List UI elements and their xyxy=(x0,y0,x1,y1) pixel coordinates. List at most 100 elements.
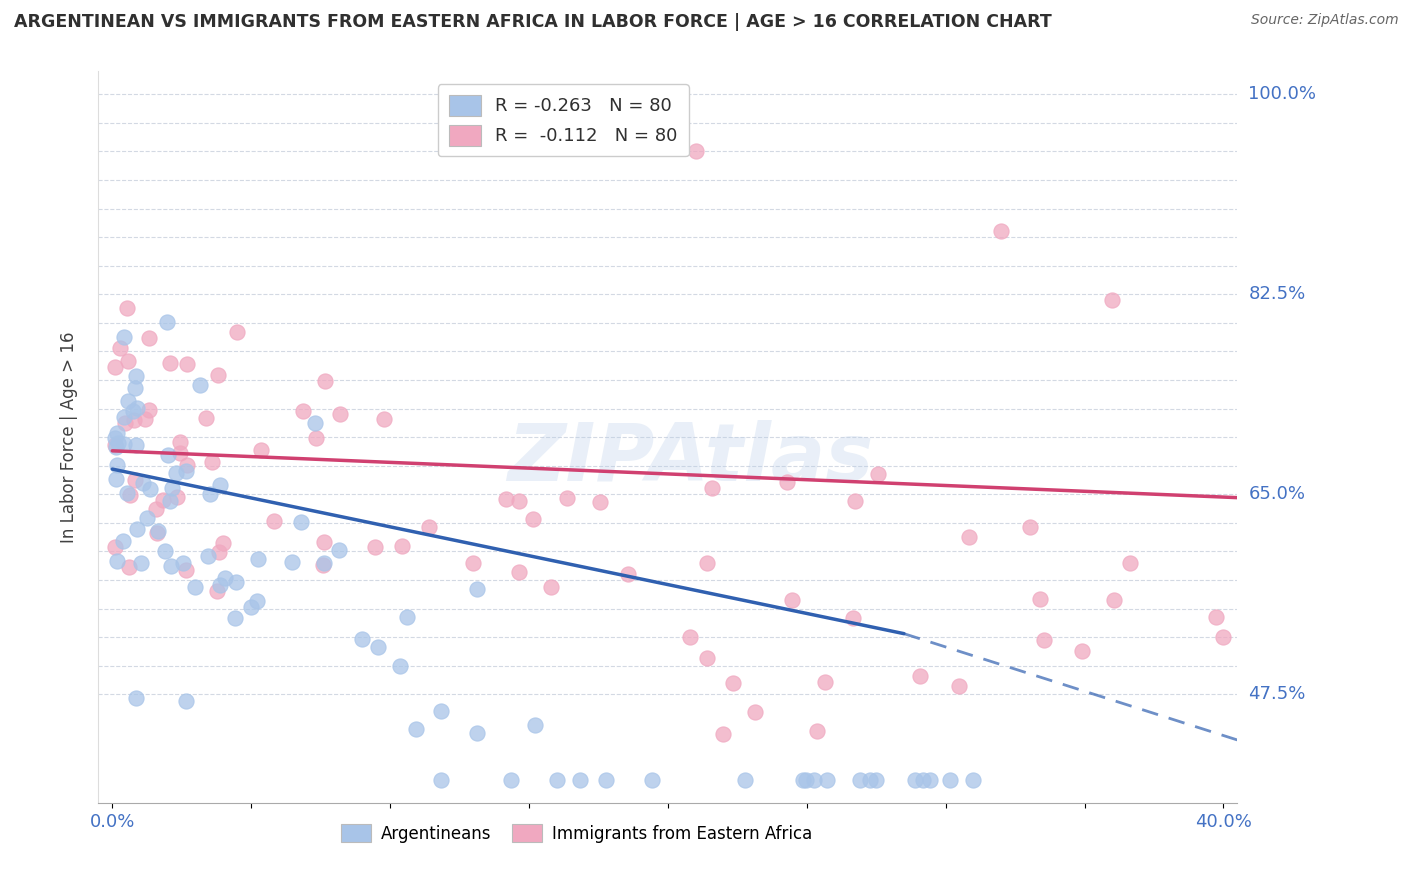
Point xyxy=(844,493,866,508)
Point xyxy=(208,578,231,592)
Point xyxy=(263,514,285,528)
Point xyxy=(246,552,269,566)
Point xyxy=(685,145,707,159)
Point xyxy=(546,772,568,787)
Point xyxy=(815,772,838,787)
Point xyxy=(146,526,169,541)
Point xyxy=(305,431,328,445)
Point xyxy=(239,600,262,615)
Point xyxy=(314,535,336,549)
Point xyxy=(328,543,350,558)
Point xyxy=(405,723,427,737)
Point xyxy=(859,772,882,787)
Point xyxy=(364,540,387,554)
Point xyxy=(184,580,207,594)
Point xyxy=(124,473,146,487)
Point xyxy=(352,632,374,647)
Point xyxy=(395,610,418,624)
Text: ZIPAtlas: ZIPAtlas xyxy=(508,420,873,498)
Point xyxy=(112,410,135,425)
Point xyxy=(373,412,395,426)
Point xyxy=(495,491,517,506)
Point xyxy=(312,558,335,572)
Point xyxy=(865,772,887,787)
Point xyxy=(105,472,128,486)
Point xyxy=(948,679,970,693)
Point xyxy=(803,772,825,787)
Point xyxy=(911,772,934,787)
Point xyxy=(108,341,131,355)
Point xyxy=(848,772,870,787)
Point xyxy=(125,522,148,536)
Point xyxy=(195,411,218,425)
Point xyxy=(430,772,453,787)
Point xyxy=(188,377,211,392)
Point xyxy=(174,563,197,577)
Point xyxy=(117,354,139,368)
Point xyxy=(166,490,188,504)
Point xyxy=(290,515,312,529)
Point xyxy=(105,554,128,568)
Point xyxy=(226,325,249,339)
Point xyxy=(115,301,138,316)
Point xyxy=(112,437,135,451)
Point xyxy=(418,520,440,534)
Point xyxy=(159,494,181,508)
Point xyxy=(595,772,617,787)
Point xyxy=(939,772,962,787)
Point xyxy=(104,360,127,375)
Point xyxy=(329,407,352,421)
Point xyxy=(114,416,136,430)
Point xyxy=(1102,593,1125,607)
Point xyxy=(104,541,127,555)
Point xyxy=(112,330,135,344)
Point xyxy=(118,488,141,502)
Point xyxy=(806,724,828,739)
Point xyxy=(429,704,451,718)
Point xyxy=(780,593,803,607)
Point xyxy=(499,772,522,787)
Point xyxy=(962,772,984,787)
Point xyxy=(176,357,198,371)
Y-axis label: In Labor Force | Age > 16: In Labor Force | Age > 16 xyxy=(59,331,77,543)
Point xyxy=(908,668,931,682)
Point xyxy=(1212,630,1234,644)
Text: 47.5%: 47.5% xyxy=(1249,685,1306,703)
Point xyxy=(508,565,530,579)
Point xyxy=(842,611,865,625)
Point xyxy=(176,694,198,708)
Point xyxy=(205,583,228,598)
Point xyxy=(169,435,191,450)
Point xyxy=(104,438,127,452)
Point xyxy=(105,426,128,441)
Point xyxy=(104,440,127,454)
Point xyxy=(134,411,156,425)
Point xyxy=(117,394,139,409)
Point xyxy=(124,380,146,394)
Point xyxy=(174,464,197,478)
Point xyxy=(107,436,129,450)
Point xyxy=(957,530,980,544)
Point xyxy=(1028,591,1050,606)
Point xyxy=(589,495,612,509)
Point xyxy=(211,536,233,550)
Point xyxy=(136,510,159,524)
Point xyxy=(165,466,187,480)
Point xyxy=(568,772,591,787)
Point xyxy=(312,556,335,570)
Point xyxy=(367,640,389,655)
Point xyxy=(776,475,799,489)
Point xyxy=(207,368,229,382)
Point xyxy=(555,491,578,505)
Point xyxy=(139,482,162,496)
Point xyxy=(904,772,927,787)
Point xyxy=(115,485,138,500)
Point xyxy=(124,438,146,452)
Point xyxy=(153,543,176,558)
Point xyxy=(138,331,160,345)
Text: ARGENTINEAN VS IMMIGRANTS FROM EASTERN AFRICA IN LABOR FORCE | AGE > 16 CORRELAT: ARGENTINEAN VS IMMIGRANTS FROM EASTERN A… xyxy=(14,13,1052,31)
Point xyxy=(744,705,766,719)
Point xyxy=(172,556,194,570)
Point xyxy=(465,582,488,596)
Point xyxy=(700,481,723,495)
